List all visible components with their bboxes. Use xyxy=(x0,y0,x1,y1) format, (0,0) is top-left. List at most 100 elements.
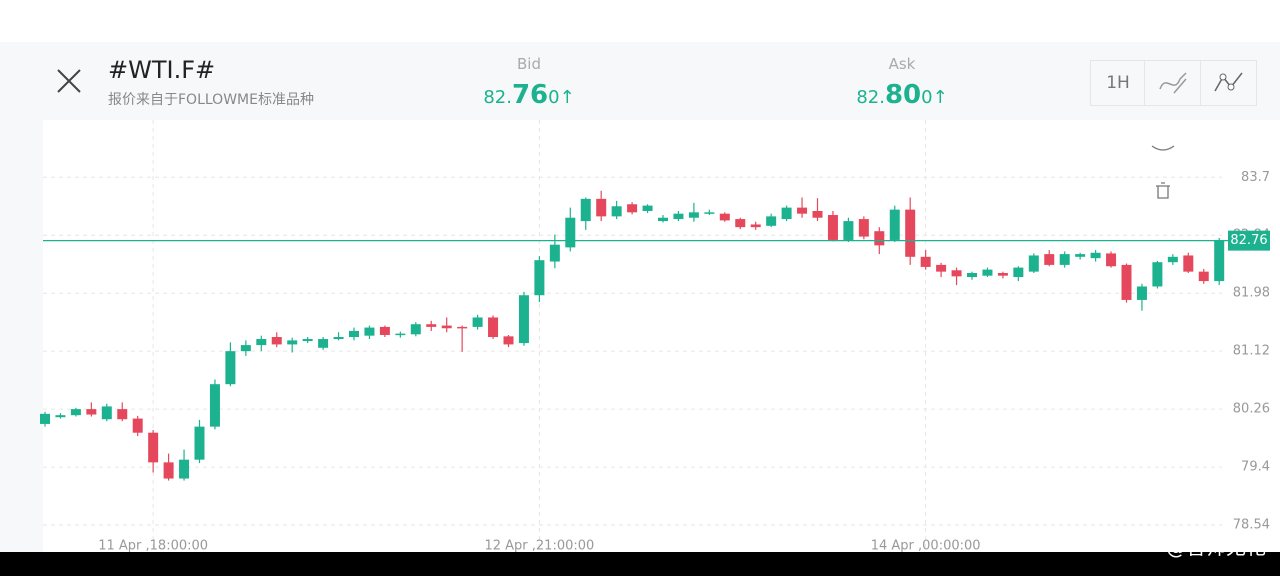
candle-body xyxy=(86,409,97,415)
candle-body xyxy=(55,415,66,418)
candle-body xyxy=(225,351,236,385)
candle-body xyxy=(40,413,50,424)
trash-icon[interactable] xyxy=(1156,182,1170,199)
draw-button[interactable] xyxy=(1144,60,1202,106)
candle-body xyxy=(596,198,607,217)
candle-body xyxy=(827,215,838,240)
candle-body xyxy=(719,213,730,221)
left-margin xyxy=(0,120,43,552)
candle-body xyxy=(287,340,298,345)
candle-body xyxy=(333,337,344,340)
candle-body xyxy=(812,210,823,218)
candle-body xyxy=(781,207,792,220)
candle-body xyxy=(766,216,777,226)
price-part: 0 xyxy=(921,87,933,108)
candle-body xyxy=(1152,262,1163,287)
y-tick-label: 81.98 xyxy=(1233,286,1270,301)
indicator-button[interactable] xyxy=(1200,60,1257,106)
candle-body xyxy=(194,426,205,460)
candle-body xyxy=(750,224,761,228)
price-arrow: ↑ xyxy=(932,87,948,108)
candle-body xyxy=(534,260,545,296)
candle-body xyxy=(117,409,128,420)
candle-body xyxy=(472,317,483,327)
ask-label: Ask xyxy=(888,55,916,73)
x-tick-label: 12 Apr ,21:00:00 xyxy=(484,539,594,553)
y-tick-label: 79.4 xyxy=(1241,460,1270,475)
candle-body xyxy=(874,231,885,246)
candle-body xyxy=(271,337,282,345)
symbol-title: #WTI.F# xyxy=(108,56,216,84)
candle-body xyxy=(132,418,143,433)
candle-body xyxy=(611,206,622,217)
indicator-icon xyxy=(1213,72,1243,92)
price-part: 80 xyxy=(884,80,922,110)
candle-body xyxy=(1044,254,1055,265)
candle-body xyxy=(395,333,406,336)
candle-body xyxy=(379,326,390,335)
draw-icon xyxy=(1159,72,1187,94)
candle-body xyxy=(1214,240,1225,282)
x-tick-label: 11 Apr ,18:00:00 xyxy=(98,539,208,553)
candle-body xyxy=(163,462,174,479)
price-part: 76 xyxy=(511,80,549,110)
candle-body xyxy=(967,272,977,278)
close-button[interactable] xyxy=(56,68,82,94)
candle-body xyxy=(1090,252,1101,259)
candle-body xyxy=(441,325,452,329)
candle-body xyxy=(580,198,591,222)
candle-body xyxy=(1136,286,1147,300)
candle-body xyxy=(858,219,869,237)
price-part: 82. xyxy=(856,87,885,108)
candle-body xyxy=(410,324,421,335)
candle-body xyxy=(1121,264,1132,300)
candle-body xyxy=(797,207,808,214)
candle-body xyxy=(982,269,993,276)
last-price-label: 82.76 xyxy=(1230,233,1267,248)
candle-body xyxy=(920,256,931,267)
candle-body xyxy=(209,384,220,427)
candle-body xyxy=(318,339,329,348)
candle-body xyxy=(1075,254,1086,257)
y-tick-label: 83.7 xyxy=(1241,170,1270,185)
candle-body xyxy=(457,326,468,329)
candle-body xyxy=(518,295,529,344)
price-part: 82. xyxy=(483,87,512,108)
candle-body xyxy=(488,317,499,338)
candle-body xyxy=(70,409,81,416)
candle-body xyxy=(889,209,900,240)
candle-body xyxy=(349,330,359,338)
candle-body xyxy=(1183,255,1194,272)
candle-body xyxy=(735,219,746,228)
watermark: @香帅无花 xyxy=(1166,535,1266,559)
candle-body xyxy=(364,327,375,336)
candle-body xyxy=(658,217,668,222)
candle-body xyxy=(1013,267,1024,278)
candle-body xyxy=(673,213,684,220)
candle-body xyxy=(951,270,962,277)
candle-body xyxy=(1198,271,1209,282)
candle-body xyxy=(549,244,560,262)
candle-body xyxy=(997,272,1008,276)
candle-body xyxy=(688,212,699,218)
candle-body xyxy=(843,221,854,240)
candle-body xyxy=(240,345,251,352)
timeframe-button[interactable]: 1H xyxy=(1090,60,1146,106)
candle-body xyxy=(1167,256,1178,263)
y-tick-label: 78.54 xyxy=(1233,518,1270,533)
y-tick-label: 81.12 xyxy=(1233,344,1270,359)
candle-body xyxy=(704,212,715,214)
x-tick-label: 14 Apr ,00:00:00 xyxy=(871,539,981,553)
candle-body xyxy=(1059,254,1070,265)
eye-icon[interactable] xyxy=(1151,145,1175,151)
candle-body xyxy=(302,339,313,342)
candle-body xyxy=(1028,255,1039,272)
candle-body xyxy=(101,406,112,420)
candle-body xyxy=(1106,253,1117,267)
last-price-tag xyxy=(1228,230,1270,251)
candle-body xyxy=(179,459,190,479)
bid-price: 82.760↑ xyxy=(449,80,609,110)
symbol-subtitle: 报价来自于FOLLOWME标准品种 xyxy=(108,92,314,108)
header xyxy=(0,42,1280,120)
